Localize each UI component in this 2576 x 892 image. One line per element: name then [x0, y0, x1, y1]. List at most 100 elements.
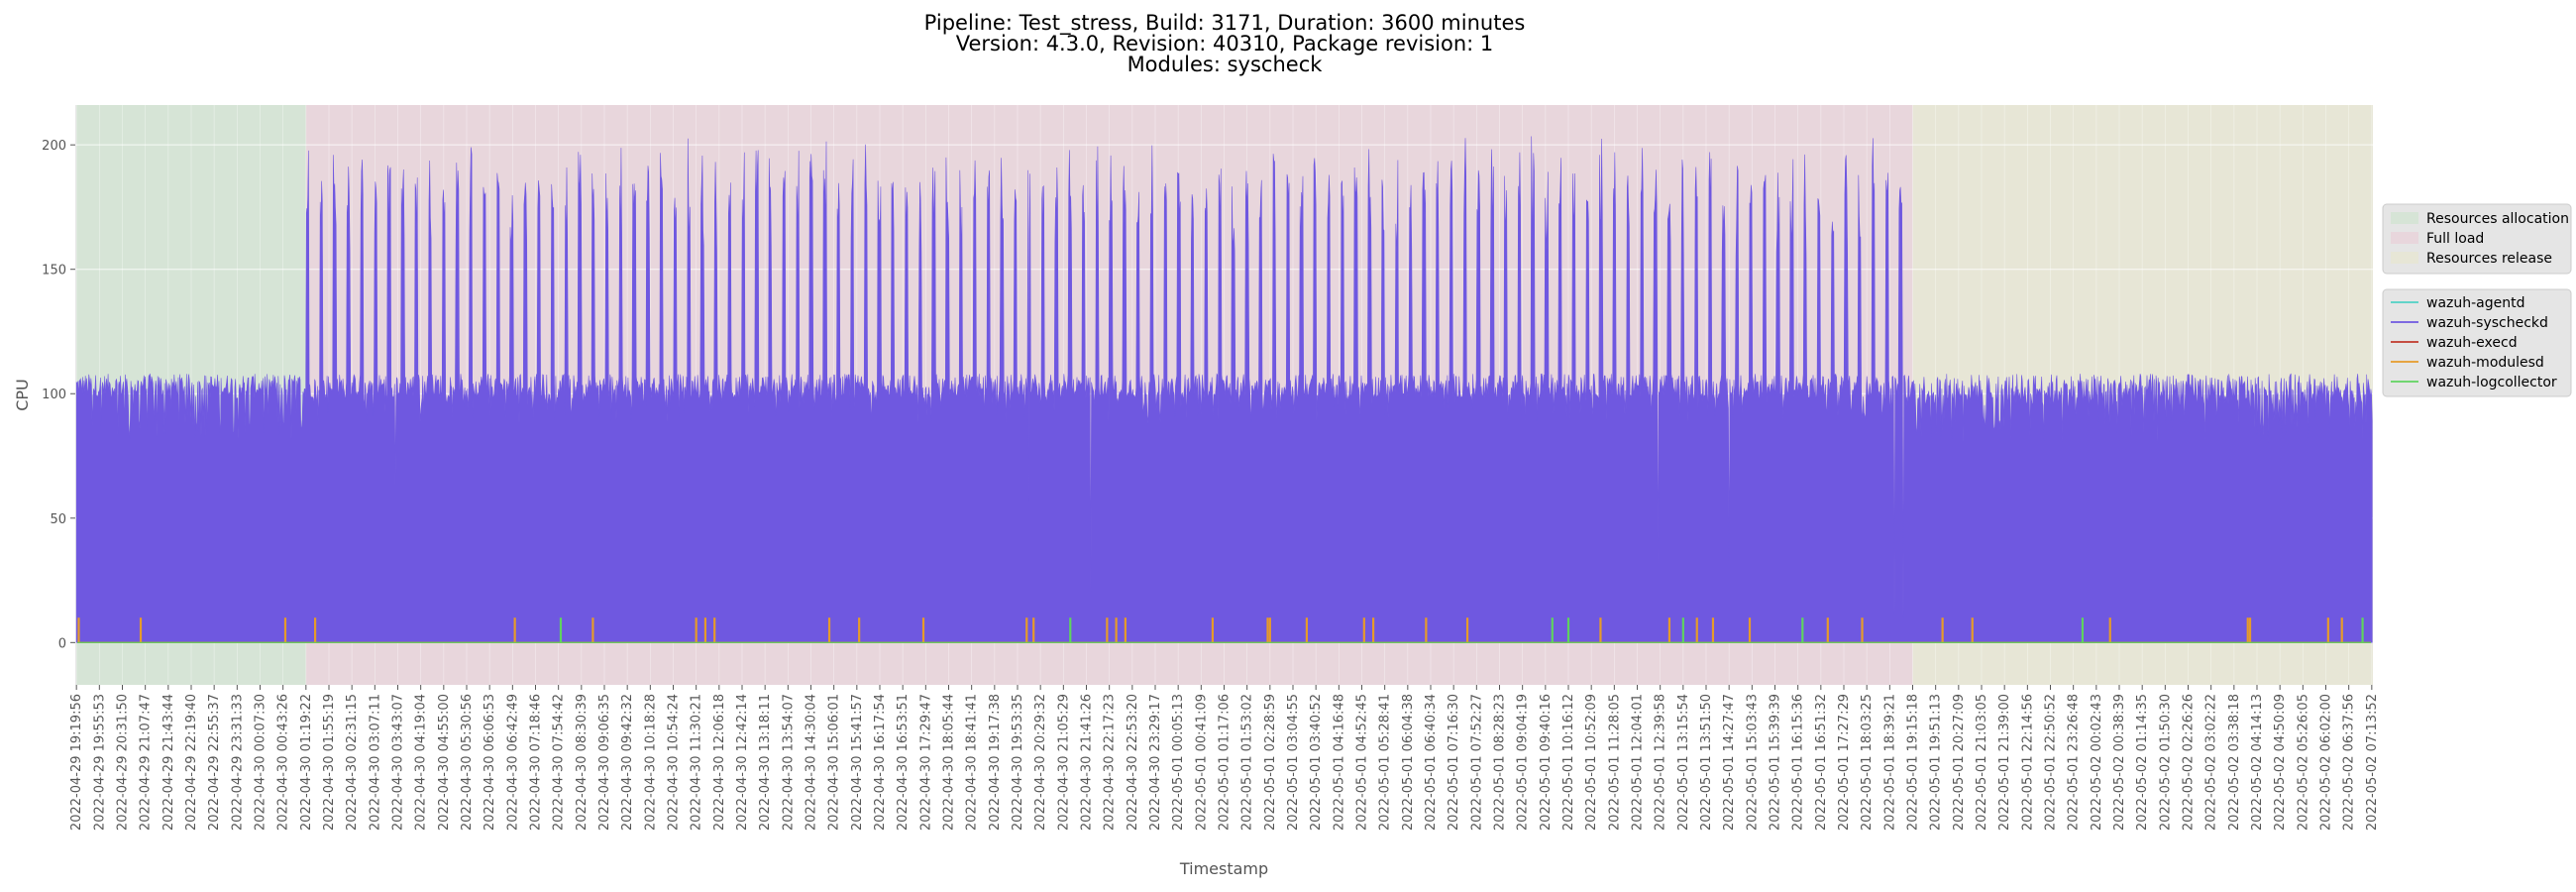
- x-tick-label-81: 2022-05-01 19:51:13: [1929, 694, 1944, 831]
- x-tick-label-18: 2022-04-30 06:06:53: [483, 694, 497, 831]
- x-tick-label-87: 2022-05-01 23:26:48: [2067, 694, 2082, 831]
- x-tick-label-59: 2022-05-01 06:40:34: [1424, 694, 1439, 831]
- x-tick-label-66: 2022-05-01 10:52:09: [1584, 694, 1599, 831]
- x-axis: 2022-04-29 19:19:56 2022-04-29 19:55:53 20…: [69, 685, 2380, 878]
- x-tick-label-97: 2022-05-02 05:26:05: [2296, 694, 2310, 831]
- x-tick-label-12: 2022-04-30 02:31:15: [345, 694, 360, 831]
- x-tick-label-56: 2022-05-01 04:52:45: [1355, 694, 1370, 831]
- x-tick-label-43: 2022-04-30 21:05:29: [1056, 694, 1071, 831]
- x-tick-label-5: 2022-04-29 22:19:40: [184, 694, 199, 831]
- x-tick-label-61: 2022-05-01 07:52:27: [1469, 694, 1484, 831]
- x-tick-label-51: 2022-05-01 01:53:02: [1240, 694, 1255, 831]
- chart-title: Pipeline: Test_stress, Build: 3171, Dura…: [924, 11, 1526, 76]
- x-tick-label-73: 2022-05-01 15:03:43: [1745, 694, 1760, 831]
- x-tick-label-40: 2022-04-30 19:17:38: [988, 694, 1003, 831]
- x-tick-label-52: 2022-05-01 02:28:59: [1263, 694, 1278, 831]
- y-axis: 0 50 100 150 200 CPU: [13, 139, 75, 651]
- title-line-1: Version: 4.3.0, Revision: 40310, Package…: [956, 32, 1494, 56]
- x-tick-label-17: 2022-04-30 05:30:56: [460, 694, 475, 831]
- x-tick-label-0: 2022-04-29 19:19:56: [69, 694, 84, 831]
- legends: Resources allocation Full load Resources r…: [2382, 203, 2572, 397]
- x-tick-label-88: 2022-05-02 00:02:43: [2090, 694, 2104, 831]
- x-tick-label-7: 2022-04-29 23:31:33: [230, 694, 245, 831]
- x-tick-label-14: 2022-04-30 03:43:07: [390, 694, 405, 831]
- x-tick-label-78: 2022-05-01 18:03:25: [1860, 694, 1875, 831]
- series-legend-label-1: wazuh-syscheckd: [2426, 315, 2548, 331]
- x-tick-label-6: 2022-04-29 22:55:37: [207, 694, 222, 831]
- x-tick-label-39: 2022-04-30 18:41:41: [965, 694, 980, 831]
- x-tick-label-34: 2022-04-30 15:41:57: [850, 694, 865, 831]
- x-tick-label-63: 2022-05-01 09:04:19: [1516, 694, 1531, 831]
- x-tick-label-100: 2022-05-02 07:13:52: [2365, 694, 2380, 831]
- phase-legend-label-2: Resources release: [2426, 251, 2552, 267]
- x-tick-label-98: 2022-05-02 06:02:00: [2319, 694, 2334, 831]
- x-tick-label-45: 2022-04-30 22:17:23: [1103, 694, 1118, 831]
- series-legend-label-2: wazuh-execd: [2426, 335, 2518, 351]
- x-tick-label-93: 2022-05-02 03:02:22: [2204, 694, 2219, 831]
- series-wazuh-syscheckd: [75, 136, 2373, 643]
- series-legend: wazuh-agentd wazuh-syscheckd wazuh-execd wa…: [2382, 288, 2572, 397]
- x-tick-label-24: 2022-04-30 09:42:32: [620, 694, 635, 831]
- x-tick-label-2: 2022-04-29 20:31:50: [115, 694, 130, 831]
- x-tick-label-4: 2022-04-29 21:43:44: [161, 694, 176, 831]
- phase-legend-swatch-1: [2391, 232, 2418, 244]
- x-tick-label-77: 2022-05-01 17:27:29: [1837, 694, 1852, 831]
- phase-legend-label-0: Resources allocation: [2426, 211, 2569, 227]
- x-tick-label-42: 2022-04-30 20:29:32: [1033, 694, 1048, 831]
- series-legend-label-3: wazuh-modulesd: [2426, 355, 2544, 371]
- x-tick-label-41: 2022-04-30 19:53:35: [1011, 694, 1025, 831]
- x-tick-label-55: 2022-05-01 04:16:48: [1332, 694, 1346, 831]
- x-tick-label-48: 2022-05-01 00:05:13: [1171, 694, 1186, 831]
- x-tick-label-44: 2022-04-30 21:41:26: [1079, 694, 1094, 831]
- x-tick-label-65: 2022-05-01 10:16:12: [1561, 694, 1576, 831]
- x-tick-label-35: 2022-04-30 16:17:54: [873, 694, 888, 831]
- y-tick-label-0: 0: [58, 636, 66, 651]
- x-tick-label-90: 2022-05-02 01:14:35: [2135, 694, 2150, 831]
- x-tick-label-80: 2022-05-01 19:15:18: [1906, 694, 1921, 831]
- x-tick-label-95: 2022-05-02 04:14:13: [2250, 694, 2265, 831]
- x-tick-label-31: 2022-04-30 13:54:07: [781, 694, 796, 831]
- x-tick-label-1: 2022-04-29 19:55:53: [92, 694, 107, 831]
- x-tick-label-29: 2022-04-30 12:42:14: [735, 694, 750, 831]
- x-tick-label-58: 2022-05-01 06:04:38: [1401, 694, 1416, 831]
- x-tick-label-47: 2022-04-30 23:29:17: [1148, 694, 1163, 831]
- x-tick-label-84: 2022-05-01 21:39:00: [1997, 694, 2012, 831]
- x-tick-label-19: 2022-04-30 06:42:49: [505, 694, 520, 831]
- x-tick-label-85: 2022-05-01 22:14:56: [2020, 694, 2035, 831]
- x-tick-label-30: 2022-04-30 13:18:11: [758, 694, 773, 831]
- x-tick-label-8: 2022-04-30 00:07:30: [253, 694, 268, 831]
- x-tick-label-92: 2022-05-02 02:26:26: [2182, 694, 2197, 831]
- x-tick-label-64: 2022-05-01 09:40:16: [1539, 694, 1554, 831]
- x-tick-label-57: 2022-05-01 05:28:41: [1378, 694, 1393, 831]
- x-tick-label-15: 2022-04-30 04:19:04: [414, 694, 429, 831]
- x-tick-label-3: 2022-04-29 21:07:47: [139, 694, 154, 831]
- x-tick-label-99: 2022-05-02 06:37:56: [2342, 694, 2357, 831]
- x-tick-label-50: 2022-05-01 01:17:06: [1218, 694, 1233, 831]
- x-tick-label-23: 2022-04-30 09:06:35: [597, 694, 612, 831]
- x-tick-label-75: 2022-05-01 16:15:36: [1791, 694, 1806, 831]
- x-tick-label-82: 2022-05-01 20:27:09: [1952, 694, 1967, 831]
- phase-legend: Resources allocation Full load Resources r…: [2382, 203, 2572, 275]
- x-tick-label-79: 2022-05-01 18:39:21: [1882, 694, 1897, 831]
- x-tick-label-74: 2022-05-01 15:39:39: [1769, 694, 1783, 831]
- x-tick-label-49: 2022-05-01 00:41:09: [1194, 694, 1209, 831]
- x-tick-label-22: 2022-04-30 08:30:39: [575, 694, 590, 831]
- x-tick-label-60: 2022-05-01 07:16:30: [1447, 694, 1461, 831]
- x-tick-label-16: 2022-04-30 04:55:00: [437, 694, 452, 831]
- x-tick-label-21: 2022-04-30 07:54:42: [552, 694, 567, 831]
- series-legend-label-0: wazuh-agentd: [2426, 295, 2525, 311]
- x-tick-label-28: 2022-04-30 12:06:18: [712, 694, 727, 831]
- x-tick-label-10: 2022-04-30 01:19:22: [299, 694, 314, 831]
- series-legend-box: [2382, 288, 2572, 397]
- x-tick-label-9: 2022-04-30 00:43:26: [276, 694, 291, 831]
- x-tick-label-36: 2022-04-30 16:53:51: [896, 694, 911, 831]
- phase-legend-label-1: Full load: [2426, 231, 2484, 247]
- y-axis-label: CPU: [13, 379, 32, 411]
- x-tick-label-70: 2022-05-01 13:15:54: [1676, 694, 1691, 831]
- series-legend-label-4: wazuh-logcollector: [2426, 375, 2557, 390]
- x-tick-label-76: 2022-05-01 16:51:32: [1814, 694, 1829, 831]
- title-line-0: Pipeline: Test_stress, Build: 3171, Dura…: [924, 11, 1526, 36]
- x-tick-label-89: 2022-05-02 00:38:39: [2112, 694, 2127, 831]
- x-tick-label-91: 2022-05-02 01:50:30: [2158, 694, 2173, 831]
